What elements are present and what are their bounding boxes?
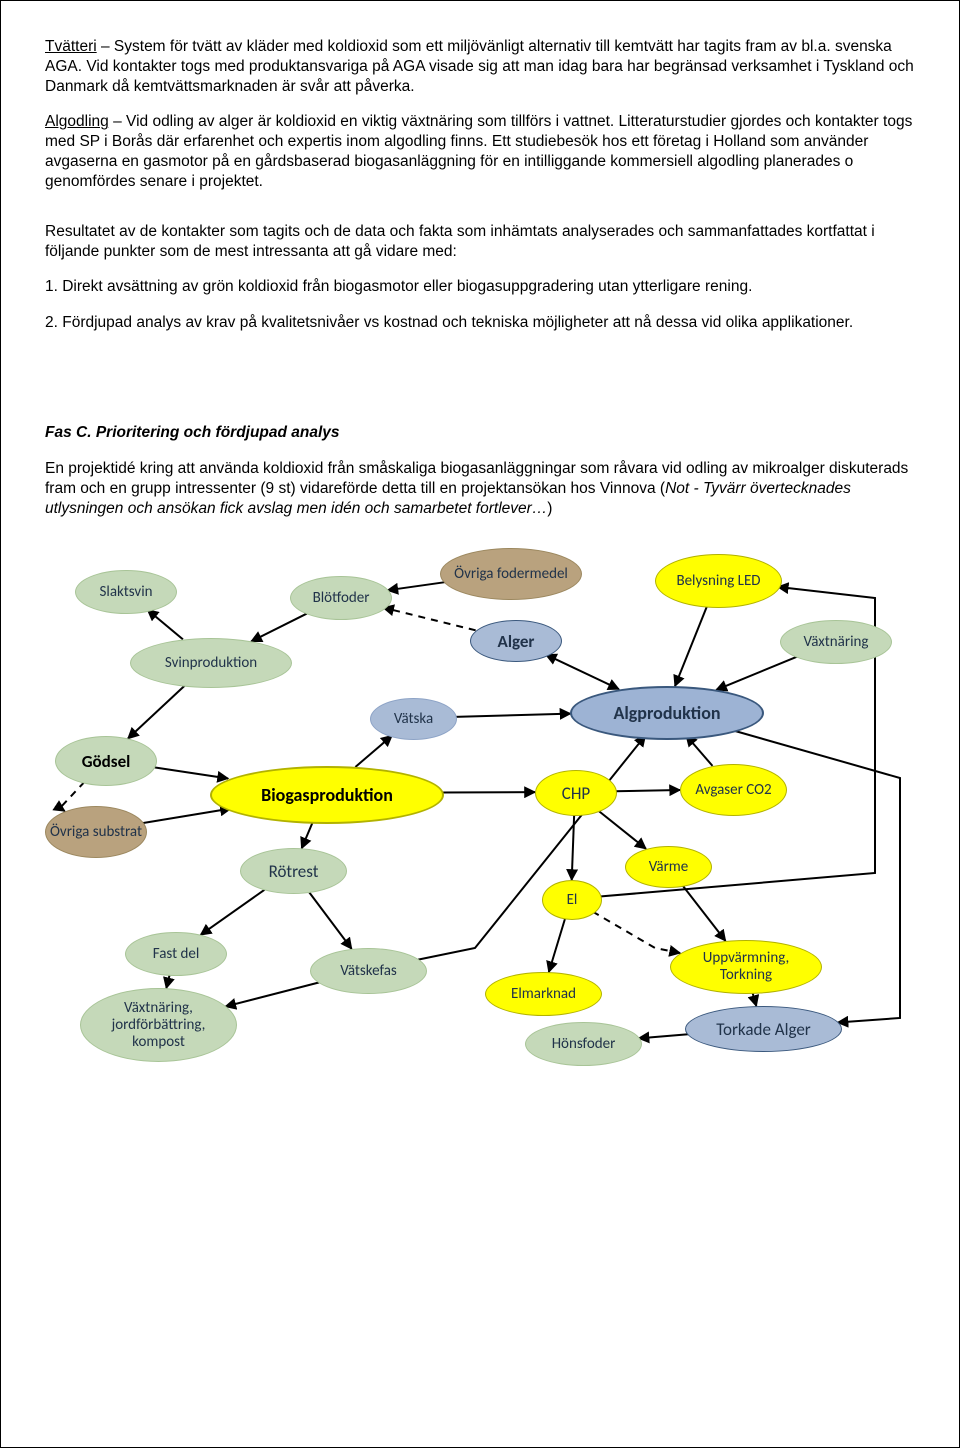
node-label-uppvarm: Uppvärmning, Torkning — [671, 950, 821, 985]
node-label-vaxtnaring: Växtnäring — [800, 634, 873, 651]
heading-fas-c: Fas C. Prioritering och fördjupad analys — [45, 423, 915, 443]
edge-chp-to-avgaser — [615, 790, 680, 791]
node-label-blotfoder: Blötfoder — [309, 590, 374, 607]
edge-vatska-to-algprod — [455, 714, 571, 717]
node-label-ovrigasub: Övriga substrat — [46, 824, 146, 841]
node-label-varme: Värme — [645, 859, 693, 876]
node-label-svinprod: Svinproduktion — [161, 655, 261, 672]
term-tvatteri: Tvätteri — [45, 38, 97, 55]
edge-chp-to-varme — [598, 811, 646, 850]
node-label-slaktsvin: Slaktsvin — [95, 584, 156, 601]
node-label-chp: CHP — [558, 784, 594, 804]
node-label-torkade: Torkade Alger — [712, 1020, 814, 1040]
edge-alger-to-blotfoder — [383, 608, 475, 631]
node-label-el: El — [563, 892, 582, 909]
document-page: Tvätteri – System för tvätt av kläder me… — [0, 0, 960, 1448]
node-label-godsel: Gödsel — [78, 752, 135, 772]
node-label-elmarknad: Elmarknad — [507, 986, 580, 1003]
edge-vatskefas-to-vnjk — [225, 983, 319, 1007]
edge-belysning-to-algprod — [675, 606, 707, 686]
node-label-belysning: Belysning LED — [672, 573, 764, 590]
edge-alger-to-algprod — [546, 655, 619, 690]
edge-rotrest-to-fastdel — [201, 889, 266, 935]
term-algodling: Algodling — [45, 113, 109, 130]
node-label-algprod: Algproduktion — [609, 703, 724, 724]
edge-ovrigasub-to-biogas — [142, 809, 230, 824]
edge-vaxtnaring-to-algprod — [716, 657, 797, 691]
node-label-vatskefas: Vätskefas — [336, 963, 401, 980]
list-item-1: 1. Direkt avsättning av grön koldioxid f… — [45, 277, 915, 297]
node-label-fastdel: Fast del — [149, 946, 204, 963]
edge-godsel-to-biogas — [153, 768, 228, 779]
edge-rotrest-to-vatskefas — [308, 891, 351, 949]
paragraph-tvatteri: Tvätteri – System för tvätt av kläder me… — [45, 37, 915, 96]
list-item-2: 2. Fördjupad analys av krav på kvalitets… — [45, 313, 915, 333]
node-label-avgaser: Avgaser CO2 — [691, 782, 775, 799]
edge-avgaser-to-algprod — [686, 736, 712, 767]
node-label-vatska: Vätska — [390, 711, 437, 728]
node-label-alger: Alger — [494, 632, 539, 652]
paragraph-resultat: Resultatet av de kontakter som tagits oc… — [45, 222, 915, 262]
edge-biogas-to-vatska — [355, 736, 392, 767]
edge-svinprod-to-slaktsvin — [147, 610, 182, 640]
edge-fastdel-to-vnjk — [166, 974, 170, 988]
edge-svinprod-to-godsel — [128, 685, 186, 739]
edge-varme-to-uppvarm — [682, 885, 725, 941]
node-vnjk: Växtnäring, jordförbättring, kompost — [80, 988, 237, 1062]
edge-ovrigafoder-to-blotfoder — [387, 583, 445, 591]
node-label-honsfoder: Hönsfoder — [548, 1036, 620, 1053]
node-label-ovrigafoder: Övriga fodermedel — [450, 566, 572, 583]
node-label-vnjk: Växtnäring, jordförbättring, kompost — [81, 1000, 236, 1052]
text-p1b: – System för tvätt av kläder med koldiox… — [45, 38, 914, 95]
text-p2b: – Vid odling av alger är koldioxid en vi… — [45, 113, 912, 189]
node-label-rotrest: Rötrest — [265, 862, 323, 882]
paragraph-algodling: Algodling – Vid odling av alger är koldi… — [45, 112, 915, 191]
paragraph-fas-c-body: En projektidé kring att använda koldioxi… — [45, 459, 915, 518]
text-p4c: ) — [547, 500, 552, 517]
edge-uppvarm-to-torkade — [752, 992, 756, 1006]
edge-el-to-elmarknad — [549, 918, 566, 972]
edge-el-to-uppvarm — [593, 912, 680, 953]
network-diagram: Slaktsvin Blötfoder Övriga fodermedel Belys… — [45, 548, 917, 1068]
edge-vatskefas-to-algprod — [418, 736, 645, 960]
edge-torkade-to-honsfoder — [639, 1035, 689, 1039]
node-label-biogas: Biogasproduktion — [257, 785, 397, 806]
edge-biogas-to-rotrest — [302, 820, 314, 848]
edge-blotfoder-to-svinprod — [251, 614, 308, 642]
